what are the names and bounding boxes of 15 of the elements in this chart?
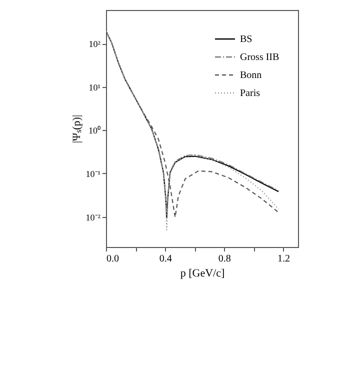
x-tick-label: 0.0 — [106, 254, 119, 264]
legend-label: Gross IIB — [240, 52, 280, 63]
y-tick-label: 10⁻¹ — [86, 168, 101, 179]
y-tick-label: 10² — [88, 39, 101, 50]
legend-label: Bonn — [240, 70, 262, 81]
x-tick-label: 1.2 — [277, 254, 290, 264]
y-tick-label: 10¹ — [88, 82, 101, 92]
x-tick-label: 0.8 — [218, 254, 231, 264]
legend-label: BS — [240, 34, 252, 45]
x-tick-label: 0.4 — [159, 254, 172, 264]
legend-label: Paris — [240, 88, 260, 99]
y-tick-label: 10⁰ — [88, 126, 100, 136]
y-axis-title: |Ψₛ(p)| — [70, 114, 83, 144]
x-axis-title: p [GeV/c] — [180, 268, 225, 280]
y-tick-label: 10⁻² — [86, 212, 101, 222]
